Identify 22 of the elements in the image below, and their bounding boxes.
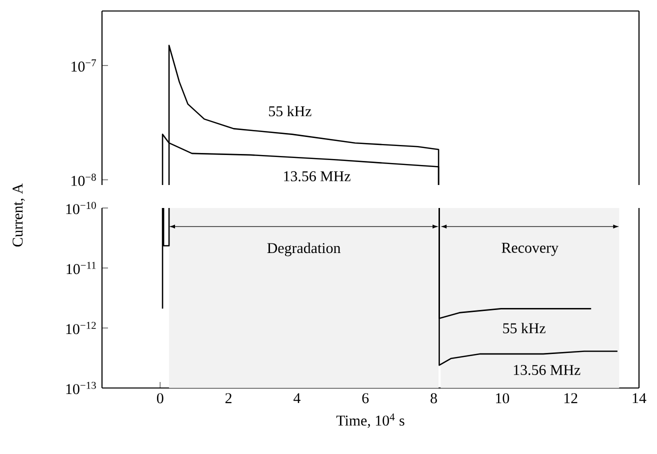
series-label: 13.56 MHz (284, 171, 350, 182)
y-tick-label: 10$^{−7}$ (72, 59, 96, 72)
x-tick-label: 6 (362, 393, 369, 404)
series-label: 55 kHz (269, 106, 312, 116)
y-axis-title: Current, A (12, 183, 25, 247)
band-label: Recovery (502, 242, 558, 256)
y-tick-label: 10$^{−11}$ (66, 262, 96, 274)
x-tick-label: 10 (496, 393, 510, 404)
x-tick-label: 0 (156, 393, 164, 404)
y-tick-label: 10$^{−10}$ (66, 202, 96, 214)
y-tick-label: 10$^{−8}$ (72, 174, 96, 186)
series-label: 13.56 MHz (514, 364, 580, 376)
series-label: 55 kHz (503, 322, 546, 334)
x-tick-label: 4 (294, 393, 300, 404)
x-tick-label: 8 (430, 393, 437, 404)
band-label: Degradation (267, 242, 341, 256)
x-tick-label: 12 (564, 393, 578, 404)
y-tick-label: 10$^{−13}$ (66, 382, 96, 394)
y-tick-label: 10$^{−12}$ (66, 322, 96, 334)
x-tick-label: 14 (632, 393, 646, 404)
x-axis-title: Time, 10$^{4}$ s (336, 413, 404, 428)
x-tick-label: 2 (225, 393, 232, 404)
